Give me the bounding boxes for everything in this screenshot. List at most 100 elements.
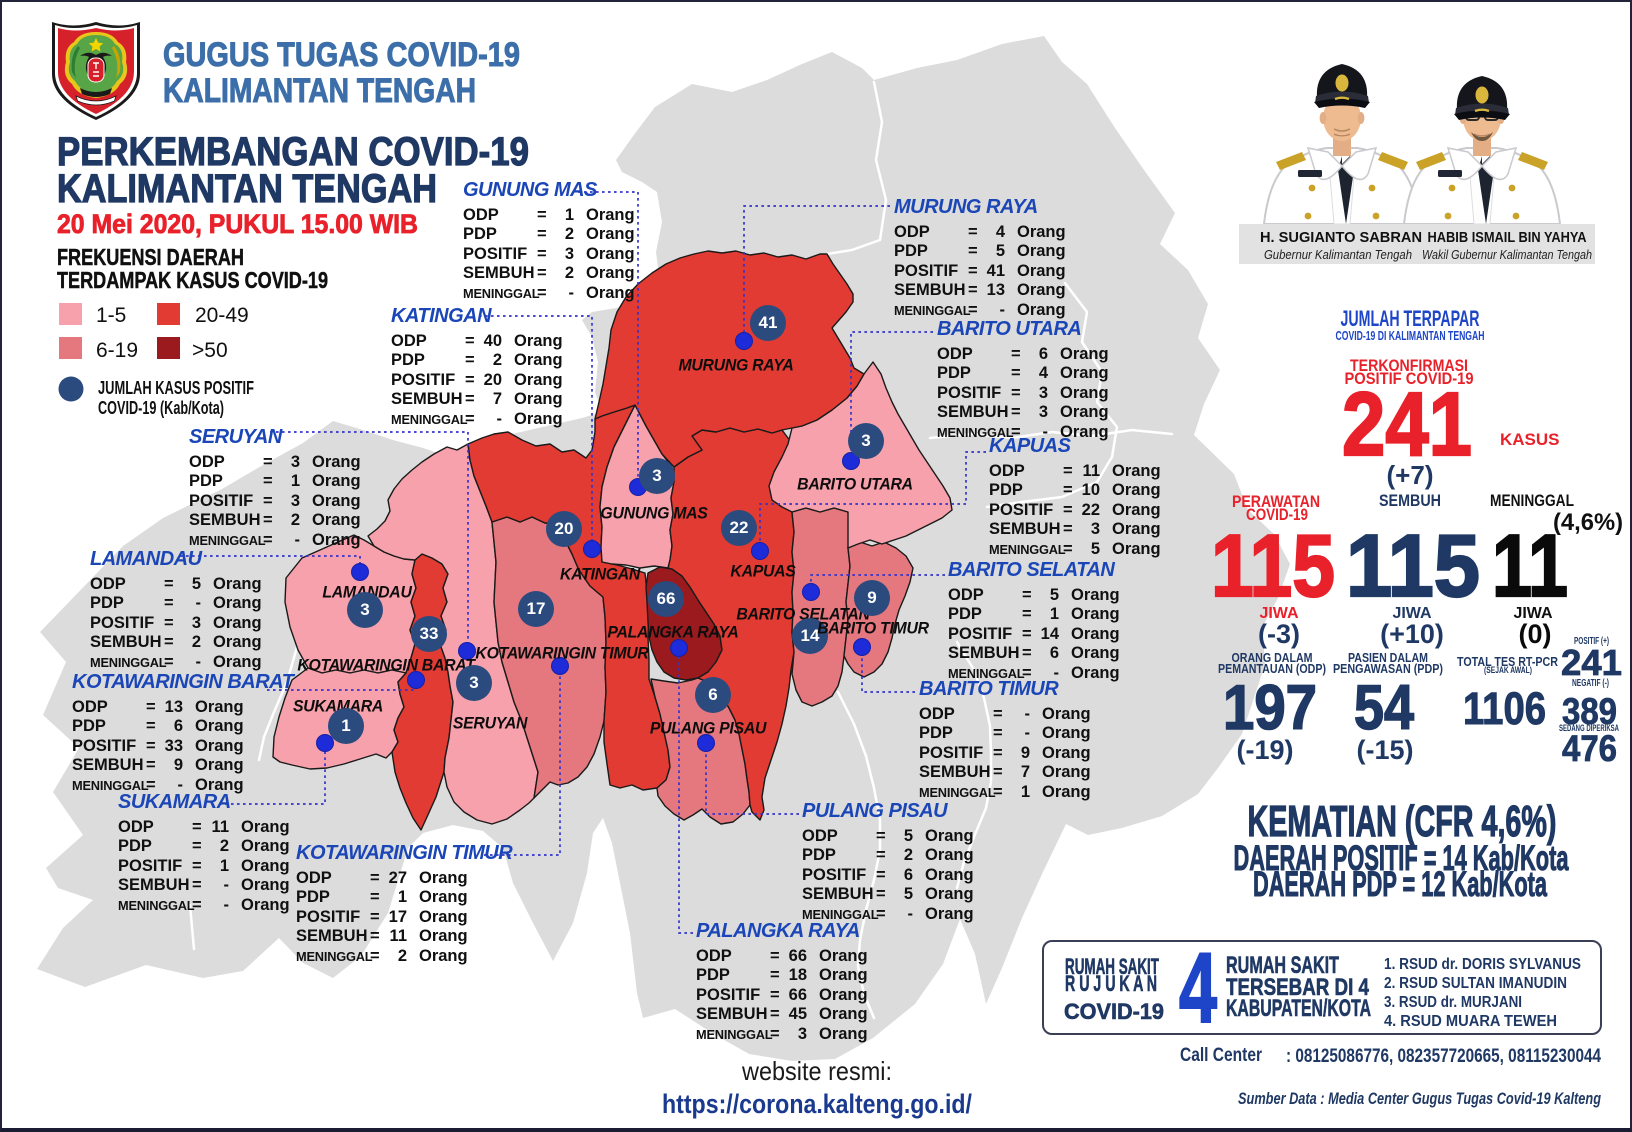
region-marker-dot-barito-selatan[interactable] [802, 583, 820, 601]
callout-row-meninggal: MENINGGAL = 1 Orang [919, 783, 1091, 803]
positive-count-badge-kotawaringin-timur[interactable]: 17 [518, 591, 554, 627]
callout-value-meninggal: 5 [1090, 539, 1100, 558]
callout-value-pdp: 2 [492, 351, 502, 369]
callout-unit: Orang [213, 633, 262, 651]
region-marker-dot-seruyan[interactable] [458, 642, 476, 660]
callout-unit: Orang [819, 985, 868, 1004]
callout-unit: Orang [1017, 300, 1066, 319]
positive-count-badge-barito-selatan[interactable]: 14 [792, 618, 828, 654]
tes-negatif-label: NEGATIF (-) [1572, 678, 1609, 689]
callout-equals: = [146, 697, 156, 716]
callout-unit: Orang [312, 472, 361, 490]
callout-row-label: POSITIF [948, 624, 1013, 643]
callout-connector-kotawaringin-timur [484, 674, 561, 856]
positive-count-badge-palangka-raya[interactable]: 66 [648, 581, 684, 617]
callout-row-label: SEMBUH [463, 264, 535, 282]
callout-row-label: ODP [463, 205, 499, 224]
official-title-1: Wakil Gubernur Kalimantan Tengah [1422, 247, 1592, 262]
region-marker-dot-kapuas[interactable] [751, 542, 769, 560]
callout-value-sembuh: 3 [1090, 520, 1100, 538]
callout-unit: Orang [925, 846, 974, 864]
positive-count-badge-sukamara[interactable]: 1 [328, 708, 364, 744]
positive-count-badge-barito-utara[interactable]: 3 [848, 423, 884, 459]
region-marker-dot-kotawaringin-barat[interactable] [407, 671, 425, 689]
region-marker-dot-murung-raya[interactable] [735, 332, 753, 350]
callout-unit: Orang [1042, 782, 1091, 801]
callout-row-label: ODP [894, 222, 930, 241]
callout-value-positif: 3 [1038, 383, 1048, 402]
positive-count-badge-barito-timur[interactable]: 9 [854, 580, 890, 616]
callout-row-positif: POSITIF = 66 Orang [696, 986, 868, 1006]
positive-count-badge-murung-raya[interactable]: 41 [750, 305, 786, 341]
legend-positive-marker-icon [58, 376, 84, 402]
region-marker-dot-sukamara[interactable] [316, 734, 334, 752]
callout-equals: = [192, 895, 202, 914]
positive-count-badge-katingan[interactable]: 20 [546, 511, 582, 547]
callout-row-meninggal: MENINGGAL = - Orang [391, 410, 563, 430]
callout-value-meninggal: - [907, 904, 914, 923]
region-marker-dot-lamandau[interactable] [351, 563, 369, 581]
positive-count-badge-lamandau[interactable]: 3 [347, 592, 383, 628]
callout-equals: = [993, 782, 1003, 801]
website-url[interactable]: https://corona.kalteng.go.id/ [662, 1089, 972, 1119]
callout-value-positif: 33 [164, 736, 183, 755]
callout-row-odp: ODP = 1 Orang [463, 206, 635, 226]
region-shape-kapuas[interactable] [667, 427, 795, 821]
callout-unit: Orang [1112, 539, 1161, 558]
positive-count-badge-kotawaringin-barat[interactable]: 33 [411, 616, 447, 652]
source-line: Sumber Data : Media Center Gugus Tugas C… [1238, 1089, 1601, 1108]
pdp-delta: (-15) [1356, 735, 1413, 765]
callout-value-sembuh: 6 [1049, 644, 1059, 662]
callout-row-meninggal: MENINGGAL = - Orang [894, 301, 1066, 321]
callout-row-label: MENINGGAL [90, 654, 167, 670]
callout-row-label: PDP [919, 724, 953, 742]
odp-label-line2: PEMANTAUAN (ODP) [1218, 661, 1326, 676]
callout-unit: Orang [514, 331, 563, 350]
callout-value-pdp: 2 [564, 225, 574, 243]
region-marker-dot-pulang-pisau[interactable] [697, 734, 715, 752]
callout-equals: = [370, 927, 380, 945]
daerah-pdp-line: DAERAH PDP = 12 Kab/Kota [1253, 865, 1547, 904]
callout-value-sembuh: 9 [173, 756, 183, 774]
callout-row-label: PDP [696, 966, 730, 984]
callout-value-pdp: 2 [219, 837, 229, 855]
region-marker-dot-kotawaringin-timur[interactable] [551, 657, 569, 675]
callout-unit: Orang [1017, 261, 1066, 280]
callout-row-label: ODP [72, 697, 108, 716]
positive-count-badge-kapuas[interactable]: 22 [721, 510, 757, 546]
callout-equals: = [876, 904, 886, 923]
callout-value-positif: 22 [1081, 500, 1100, 519]
callout-equals: = [192, 856, 202, 875]
callout-unit: Orang [419, 946, 468, 965]
callout-row-pdp: PDP = 1 Orang [948, 605, 1120, 625]
callout-row-sembuh: SEMBUH = 2 Orang [90, 633, 262, 653]
tes-diperiksa-value: 476 [1562, 728, 1617, 769]
region-shape-murung-raya[interactable] [594, 250, 865, 468]
callout-equals: = [1011, 344, 1021, 363]
callout-value-pdp: 18 [788, 966, 807, 984]
callout-row-pdp: PDP = - Orang [90, 594, 262, 614]
callout-equals: = [192, 876, 202, 894]
callout-row-meninggal: MENINGGAL = - Orang [937, 423, 1109, 443]
province-border-line [836, 690, 882, 1020]
callout-connector-barito-selatan [810, 574, 945, 585]
legend-class-label-2: 6-19 [96, 339, 138, 362]
callout-unit: Orang [241, 856, 290, 875]
region-marker-dot-barito-utara[interactable] [842, 452, 860, 470]
callout-row-pdp: PDP = 1 Orang [296, 888, 512, 908]
region-marker-dot-palangka-raya[interactable] [670, 639, 688, 657]
callout-row-pdp: PDP = - Orang [919, 724, 1091, 744]
positive-count-badge-pulang-pisau[interactable]: 6 [695, 677, 731, 713]
positive-count-badge-seruyan[interactable]: 3 [456, 665, 492, 701]
positive-count-badge-gunung-mas[interactable]: 3 [639, 458, 675, 494]
callout-row-label: SEMBUH [894, 281, 966, 299]
region-marker-dot-barito-timur[interactable] [853, 638, 871, 656]
callout-title: GUNUNG MAS [463, 179, 597, 201]
callout-row-sembuh: SEMBUH = 3 Orang [937, 403, 1109, 423]
region-marker-dot-katingan[interactable] [583, 540, 601, 558]
callout-row-label: MENINGGAL [696, 1026, 773, 1042]
callout-equals: = [1022, 585, 1032, 604]
map-label-seruyan: SERUYAN [452, 714, 528, 733]
callout-row-positif: POSITIF = 1 Orang [118, 857, 290, 877]
